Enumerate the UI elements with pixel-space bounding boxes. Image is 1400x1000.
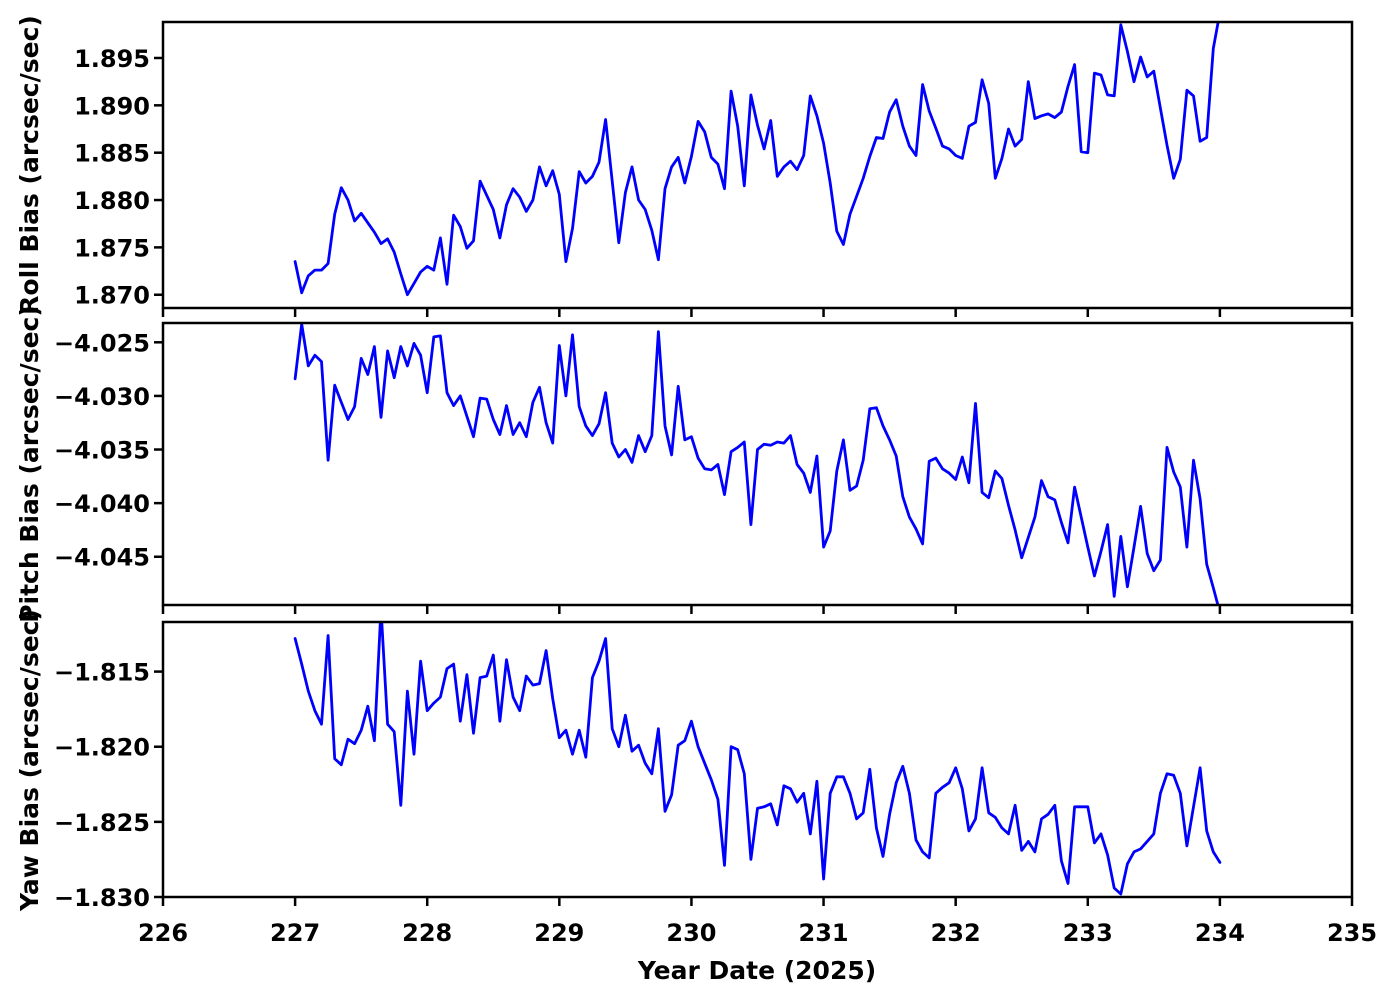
y-tick-label: 1.875 (74, 234, 150, 262)
x-tick-label: 232 (931, 919, 981, 947)
y-tick-label: 1.880 (74, 187, 150, 215)
y-tick-label: −4.035 (54, 437, 150, 465)
x-tick-label: 234 (1195, 919, 1245, 947)
x-axis-label: Year Date (2025) (637, 956, 876, 985)
y-tick-label: −1.815 (54, 659, 150, 687)
y-tick-label: 1.890 (74, 92, 150, 120)
y-tick-label: −1.825 (54, 809, 150, 837)
yaw-y-axis-label: Yaw Bias (arcsec/sec) (15, 609, 44, 912)
plot-panels: 1.870 1.875 1.880 1.885 1.890 1.895 −4.045 −4.0… (54, 20, 1377, 947)
x-tick-label: 227 (270, 919, 320, 947)
y-tick-label: 1.885 (74, 140, 150, 168)
x-tick-label: 231 (799, 919, 849, 947)
roll-bias-line (293, 22, 1220, 297)
plot-frame-pitch-bias (161, 321, 1354, 607)
pitch-y-axis-label: Pitch Bias (arcsec/sec) (15, 305, 44, 623)
roll-y-axis-label: Roll Bias (arcsec/sec) (15, 15, 44, 315)
x-tick-label: 229 (534, 919, 584, 947)
y-tick-label: −1.820 (54, 734, 150, 762)
y-tick-label: −4.025 (54, 329, 150, 357)
plot-frame-yaw-bias (161, 620, 1354, 899)
y-tick-label: 1.895 (74, 45, 150, 73)
y-tick-label: −4.045 (54, 544, 150, 572)
yaw-bias-line (293, 622, 1222, 896)
y-tick-label: −4.030 (54, 383, 150, 411)
x-tick-label: 226 (138, 919, 188, 947)
x-tick-label: 233 (1063, 919, 1113, 947)
y-tick-label: −4.040 (54, 490, 150, 518)
y-tick-label: −1.830 (54, 884, 150, 912)
x-tick-label: 235 (1327, 919, 1377, 947)
plot-frame-roll-bias (161, 20, 1354, 310)
x-tick-label: 230 (666, 919, 716, 947)
pitch-bias-line (293, 323, 1220, 605)
y-tick-label: 1.870 (74, 282, 150, 310)
x-tick-label: 228 (402, 919, 452, 947)
